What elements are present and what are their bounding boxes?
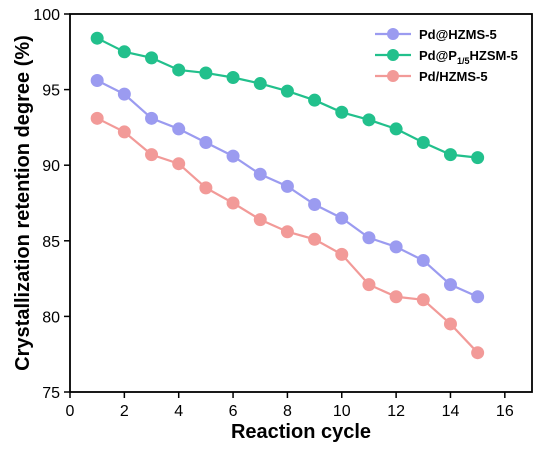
legend-marker-swatch [387,70,399,82]
data-point [335,211,349,225]
y-tick-label: 75 [42,385,60,402]
y-tick-label: 90 [42,158,60,175]
data-point [389,240,403,254]
data-point [253,77,267,91]
data-point [335,247,349,261]
x-tick-label: 8 [283,403,292,420]
data-point [253,213,267,227]
data-point [362,113,376,127]
legend-label-pd-hzms-5: Pd@HZMS-5 [419,27,497,42]
series-1 [90,31,485,165]
data-point [471,151,485,165]
data-point [145,51,159,65]
x-tick-label: 2 [120,403,129,420]
legend-label-part: Pd@P [419,48,457,63]
y-axis-title: Crystallization retention degree (%) [12,35,34,371]
data-point [90,74,104,88]
x-tick-label: 10 [333,403,351,420]
series-0 [90,74,485,304]
data-point [199,66,213,80]
data-point [416,253,430,267]
data-point [145,148,159,162]
data-point [226,71,240,85]
data-point [389,122,403,136]
x-tick-label: 4 [174,403,183,420]
data-point [362,278,376,292]
data-point [90,111,104,125]
data-point [199,181,213,195]
legend-marker-swatch [387,49,399,61]
data-point [443,148,457,162]
data-point [280,225,294,239]
data-point [443,278,457,292]
data-point [416,293,430,307]
data-point [172,157,186,171]
x-tick-label: 6 [229,403,238,420]
data-point [308,198,322,212]
data-point [335,105,349,119]
data-point [117,45,131,59]
y-tick-label: 95 [42,83,60,100]
data-point [117,125,131,139]
x-tick-label: 16 [496,403,514,420]
x-tick-label: 0 [66,403,75,420]
data-point [308,93,322,107]
x-axis-title: Reaction cycle [231,421,371,443]
plot-area-border [69,13,533,393]
data-point [172,122,186,136]
y-tick-label: 80 [42,309,60,326]
data-point [117,87,131,101]
data-point [145,111,159,125]
data-point [172,63,186,77]
data-point [280,179,294,193]
data-point [280,84,294,98]
legend-label-subscript: 1/5 [457,56,470,66]
legend-marker-swatch [387,28,399,40]
data-point [226,196,240,210]
y-tick-label: 85 [42,234,60,251]
y-tick-label: 100 [33,7,60,24]
legend-label-pd-p15-hzsm-5: Pd@P1/5HZSM-5 [419,48,518,66]
x-tick-label: 14 [442,403,460,420]
data-point [389,290,403,304]
legend-entry-pd-p15-hzsm-5: Pd@P1/5HZSM-5 [375,48,518,66]
data-point [443,317,457,331]
data-point [471,290,485,304]
data-point [253,167,267,181]
data-point [308,232,322,246]
data-point [90,31,104,45]
series-2 [90,111,485,360]
legend-entry-pd-hzms-5: Pd@HZMS-5 [375,27,497,42]
data-point [199,136,213,150]
legend-entry-pd-slash-hzms-5: Pd/HZMS-5 [375,69,488,84]
legend-label-part: HZSM-5 [469,48,517,63]
x-tick-label: 12 [387,403,405,420]
legend-label-pd-slash-hzms-5: Pd/HZMS-5 [419,69,488,84]
data-point [416,136,430,150]
data-point [362,231,376,245]
data-point [471,346,485,360]
data-point [226,149,240,163]
legend: Pd@HZMS-5 Pd@P1/5HZSM-5 Pd/HZMS-5 [375,27,518,84]
